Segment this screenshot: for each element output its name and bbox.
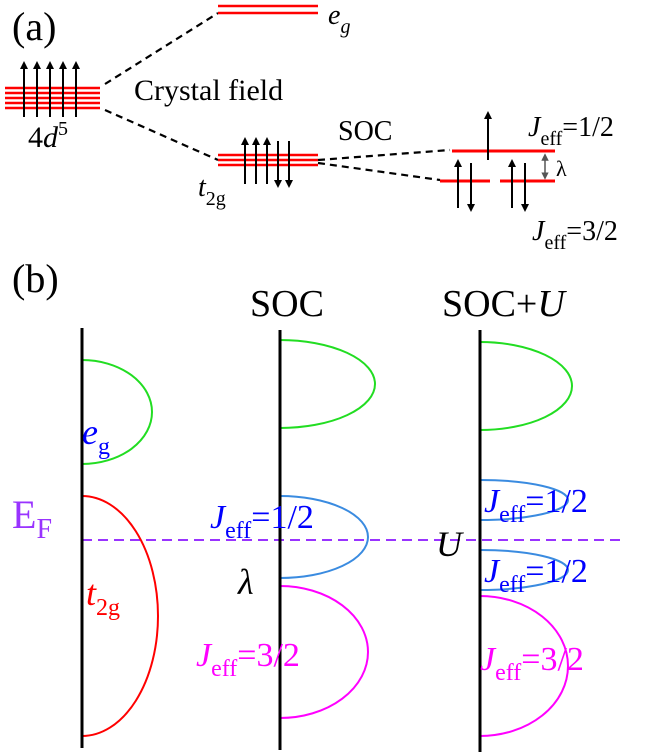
soc-label: SOC (338, 116, 392, 147)
atomic-4d-levels (5, 86, 100, 110)
jeff-half-label-a: Jeff=1/2 (528, 112, 614, 150)
t2g-band-label: t2g (86, 573, 120, 621)
dos-column-soc-u: U Jeff=1/2 Jeff=1/2 Jeff=3/2 (436, 330, 588, 752)
lambda-label-a: λ (556, 156, 567, 181)
jeff-three-half-band (279, 585, 369, 719)
panel-a: (a) 4d5 eg Crysta (5, 0, 618, 254)
t2g-level-label: t2g (198, 172, 226, 210)
t2g-electrons (241, 137, 293, 188)
eg-band (279, 339, 376, 429)
atomic-4d-electrons (20, 61, 80, 117)
panel-b: (b) SOC SOC+U EF eg t2g Jeff=1/2 λ Jeff=… (12, 256, 625, 752)
dos-column-no-soc: eg t2g (80, 328, 159, 748)
lambda-label-b: λ (237, 562, 254, 602)
soc-column-title: SOC (250, 283, 324, 325)
crystal-field-label: Crystal field (134, 74, 283, 107)
eg-band (81, 359, 153, 465)
jeff-three-half-electrons (454, 159, 529, 212)
jeff-three-half-label-a: Jeff=3/2 (532, 216, 618, 254)
dos-column-soc: Jeff=1/2 λ Jeff=3/2 (196, 330, 376, 750)
jeff-half-lower-label: Jeff=1/2 (484, 553, 588, 598)
splitting-connectors (104, 12, 451, 182)
atomic-level-label: 4d5 (28, 118, 68, 154)
jeff-three-half-band (479, 595, 569, 737)
soc-u-column-title: SOC+U (442, 283, 567, 325)
t2g-band (81, 495, 159, 737)
eg-level (218, 4, 318, 15)
eg-level-label: eg (328, 0, 350, 38)
jeff-three-half-band-label: Jeff=3/2 (196, 637, 300, 682)
jeff-half-band-label: Jeff=1/2 (210, 499, 314, 544)
panel-a-label: (a) (12, 4, 56, 49)
fermi-level-label: EF (12, 492, 52, 545)
eg-band-label: eg (82, 412, 110, 460)
jeff-half-band (279, 495, 369, 579)
jeff-half-upper-label: Jeff=1/2 (484, 483, 588, 528)
jeff-half-lower-band (479, 549, 569, 591)
u-gap-label: U (436, 524, 464, 564)
jeff-half-upper-band (479, 479, 569, 521)
eg-band (479, 341, 573, 431)
panel-b-label: (b) (12, 256, 59, 301)
jeff-three-half-label-b: Jeff=3/2 (480, 641, 584, 686)
